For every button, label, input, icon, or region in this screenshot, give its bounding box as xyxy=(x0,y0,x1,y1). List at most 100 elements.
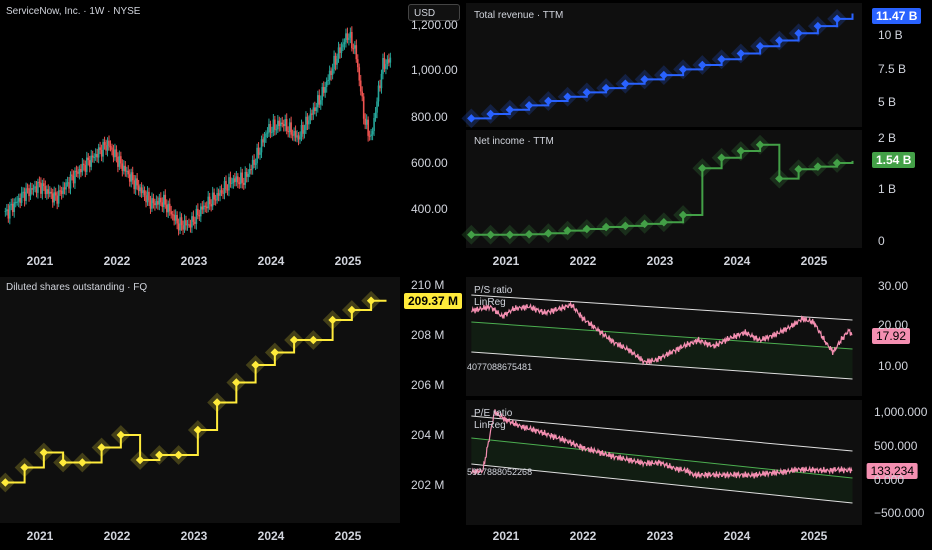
revenue-ytick-0: 10 B xyxy=(878,28,903,42)
pe-ytick-0: 1,000.000 xyxy=(874,405,928,419)
price-candle-body xyxy=(121,163,124,171)
price-candle-body xyxy=(278,120,281,127)
price-candle-body xyxy=(300,124,303,137)
ps-plot[interactable] xyxy=(466,277,862,396)
revenue-marker xyxy=(582,88,592,97)
ps-ytick-1: 20.00 xyxy=(878,318,909,332)
price-candle-body xyxy=(287,130,289,133)
price-candle-body xyxy=(299,136,301,140)
price-xtick-0: 2021 xyxy=(26,254,54,268)
price-candle-body xyxy=(60,190,63,194)
price-candle-body xyxy=(330,70,332,76)
price-candle-body xyxy=(268,124,270,133)
revenue-marker xyxy=(621,79,630,88)
price-candle-body xyxy=(201,206,204,210)
price-candle-body xyxy=(145,195,147,203)
ps-ytick-0: 30.00 xyxy=(878,279,909,293)
price-candle-body xyxy=(219,190,221,196)
price-candle-body xyxy=(319,100,322,105)
price-candle-body xyxy=(379,85,381,89)
price-candle-body xyxy=(322,87,325,93)
price-panel: ServiceNow, Inc. · 1W · NYSE USD 1,200.0… xyxy=(0,0,463,275)
price-candle-body xyxy=(162,194,165,208)
price-candle-body xyxy=(250,169,252,171)
price-candle-body xyxy=(318,95,321,105)
price-candle-body xyxy=(231,183,233,185)
bottom-right-xtick-2: 2023 xyxy=(646,529,674,543)
pe-plot[interactable] xyxy=(466,400,862,525)
revenue-marker xyxy=(813,21,823,31)
price-candle-body xyxy=(296,135,298,138)
ps-mid-line xyxy=(471,321,853,350)
price-candle-body xyxy=(114,149,116,158)
price-candle-body xyxy=(293,131,295,136)
price-candle-body xyxy=(6,209,8,211)
currency-selector[interactable]: USD xyxy=(408,4,460,21)
shares-marker xyxy=(289,335,299,345)
price-candle-body xyxy=(207,196,210,209)
price-candle-body xyxy=(331,69,334,76)
price-candle-body xyxy=(234,178,236,182)
ps-lower-line xyxy=(471,351,853,380)
price-candle-body xyxy=(8,205,11,219)
price-candle-body xyxy=(376,101,378,113)
price-candle-body xyxy=(48,191,51,194)
price-candle-body xyxy=(294,131,297,138)
income-chart-svg xyxy=(461,134,854,245)
price-candle-body xyxy=(65,182,67,190)
price-candle-body xyxy=(214,199,217,201)
price-candle-body xyxy=(306,116,309,125)
ps-title: P/S ratio xyxy=(474,285,513,296)
price-plot[interactable] xyxy=(0,0,400,248)
price-candle-body xyxy=(40,182,42,194)
price-candle-body xyxy=(222,192,224,194)
price-candle-body xyxy=(364,118,366,125)
price-candle-body xyxy=(77,172,79,174)
price-candle-body xyxy=(182,225,184,230)
price-candle-body xyxy=(259,152,261,155)
ps-ytick-2: 10.00 xyxy=(878,359,909,373)
price-candle-body xyxy=(125,170,128,172)
pe-upper-line xyxy=(471,415,853,452)
income-marker xyxy=(755,140,765,150)
price-candle-body xyxy=(262,139,264,143)
price-candle-body xyxy=(352,48,355,50)
price-candle-body xyxy=(46,189,48,195)
price-candle-body xyxy=(251,159,254,170)
shares-marker xyxy=(212,398,222,407)
price-candle-body xyxy=(185,220,187,226)
price-candle-body xyxy=(265,133,267,138)
price-candle-body xyxy=(210,204,212,207)
pe-channel-fill xyxy=(471,438,853,503)
price-candle-body xyxy=(346,33,349,40)
pe-chart-svg xyxy=(470,409,853,504)
price-candle-body xyxy=(342,44,344,48)
price-candle-body xyxy=(51,193,54,203)
price-candle-body xyxy=(117,156,119,167)
price-candle-body xyxy=(204,205,207,207)
income-marker xyxy=(563,226,572,235)
price-candle-body xyxy=(274,119,276,130)
revenue-marker xyxy=(563,92,572,101)
price-candle-body xyxy=(211,192,214,207)
price-candle-body xyxy=(28,188,30,197)
price-candle-body xyxy=(174,214,177,221)
price-candle-body xyxy=(266,132,269,134)
price-candle-body xyxy=(22,191,24,193)
price-candle-body xyxy=(242,182,245,185)
pe-title: P/E ratio xyxy=(474,408,513,419)
price-xtick-2: 2023 xyxy=(180,254,208,268)
shares-marker xyxy=(251,360,260,370)
price-candle-body xyxy=(173,214,175,221)
ps-upper-line xyxy=(471,294,853,321)
price-chart-svg xyxy=(4,26,392,236)
price-candle-body xyxy=(29,188,32,197)
income-plot[interactable] xyxy=(466,130,862,248)
shares-marker xyxy=(174,450,183,460)
price-candle-body xyxy=(23,191,26,201)
price-candle-body xyxy=(223,181,226,194)
price-candle-body xyxy=(228,177,230,191)
price-candle-body xyxy=(225,181,227,190)
price-candle-body xyxy=(134,178,137,190)
revenue-marker xyxy=(524,101,534,110)
